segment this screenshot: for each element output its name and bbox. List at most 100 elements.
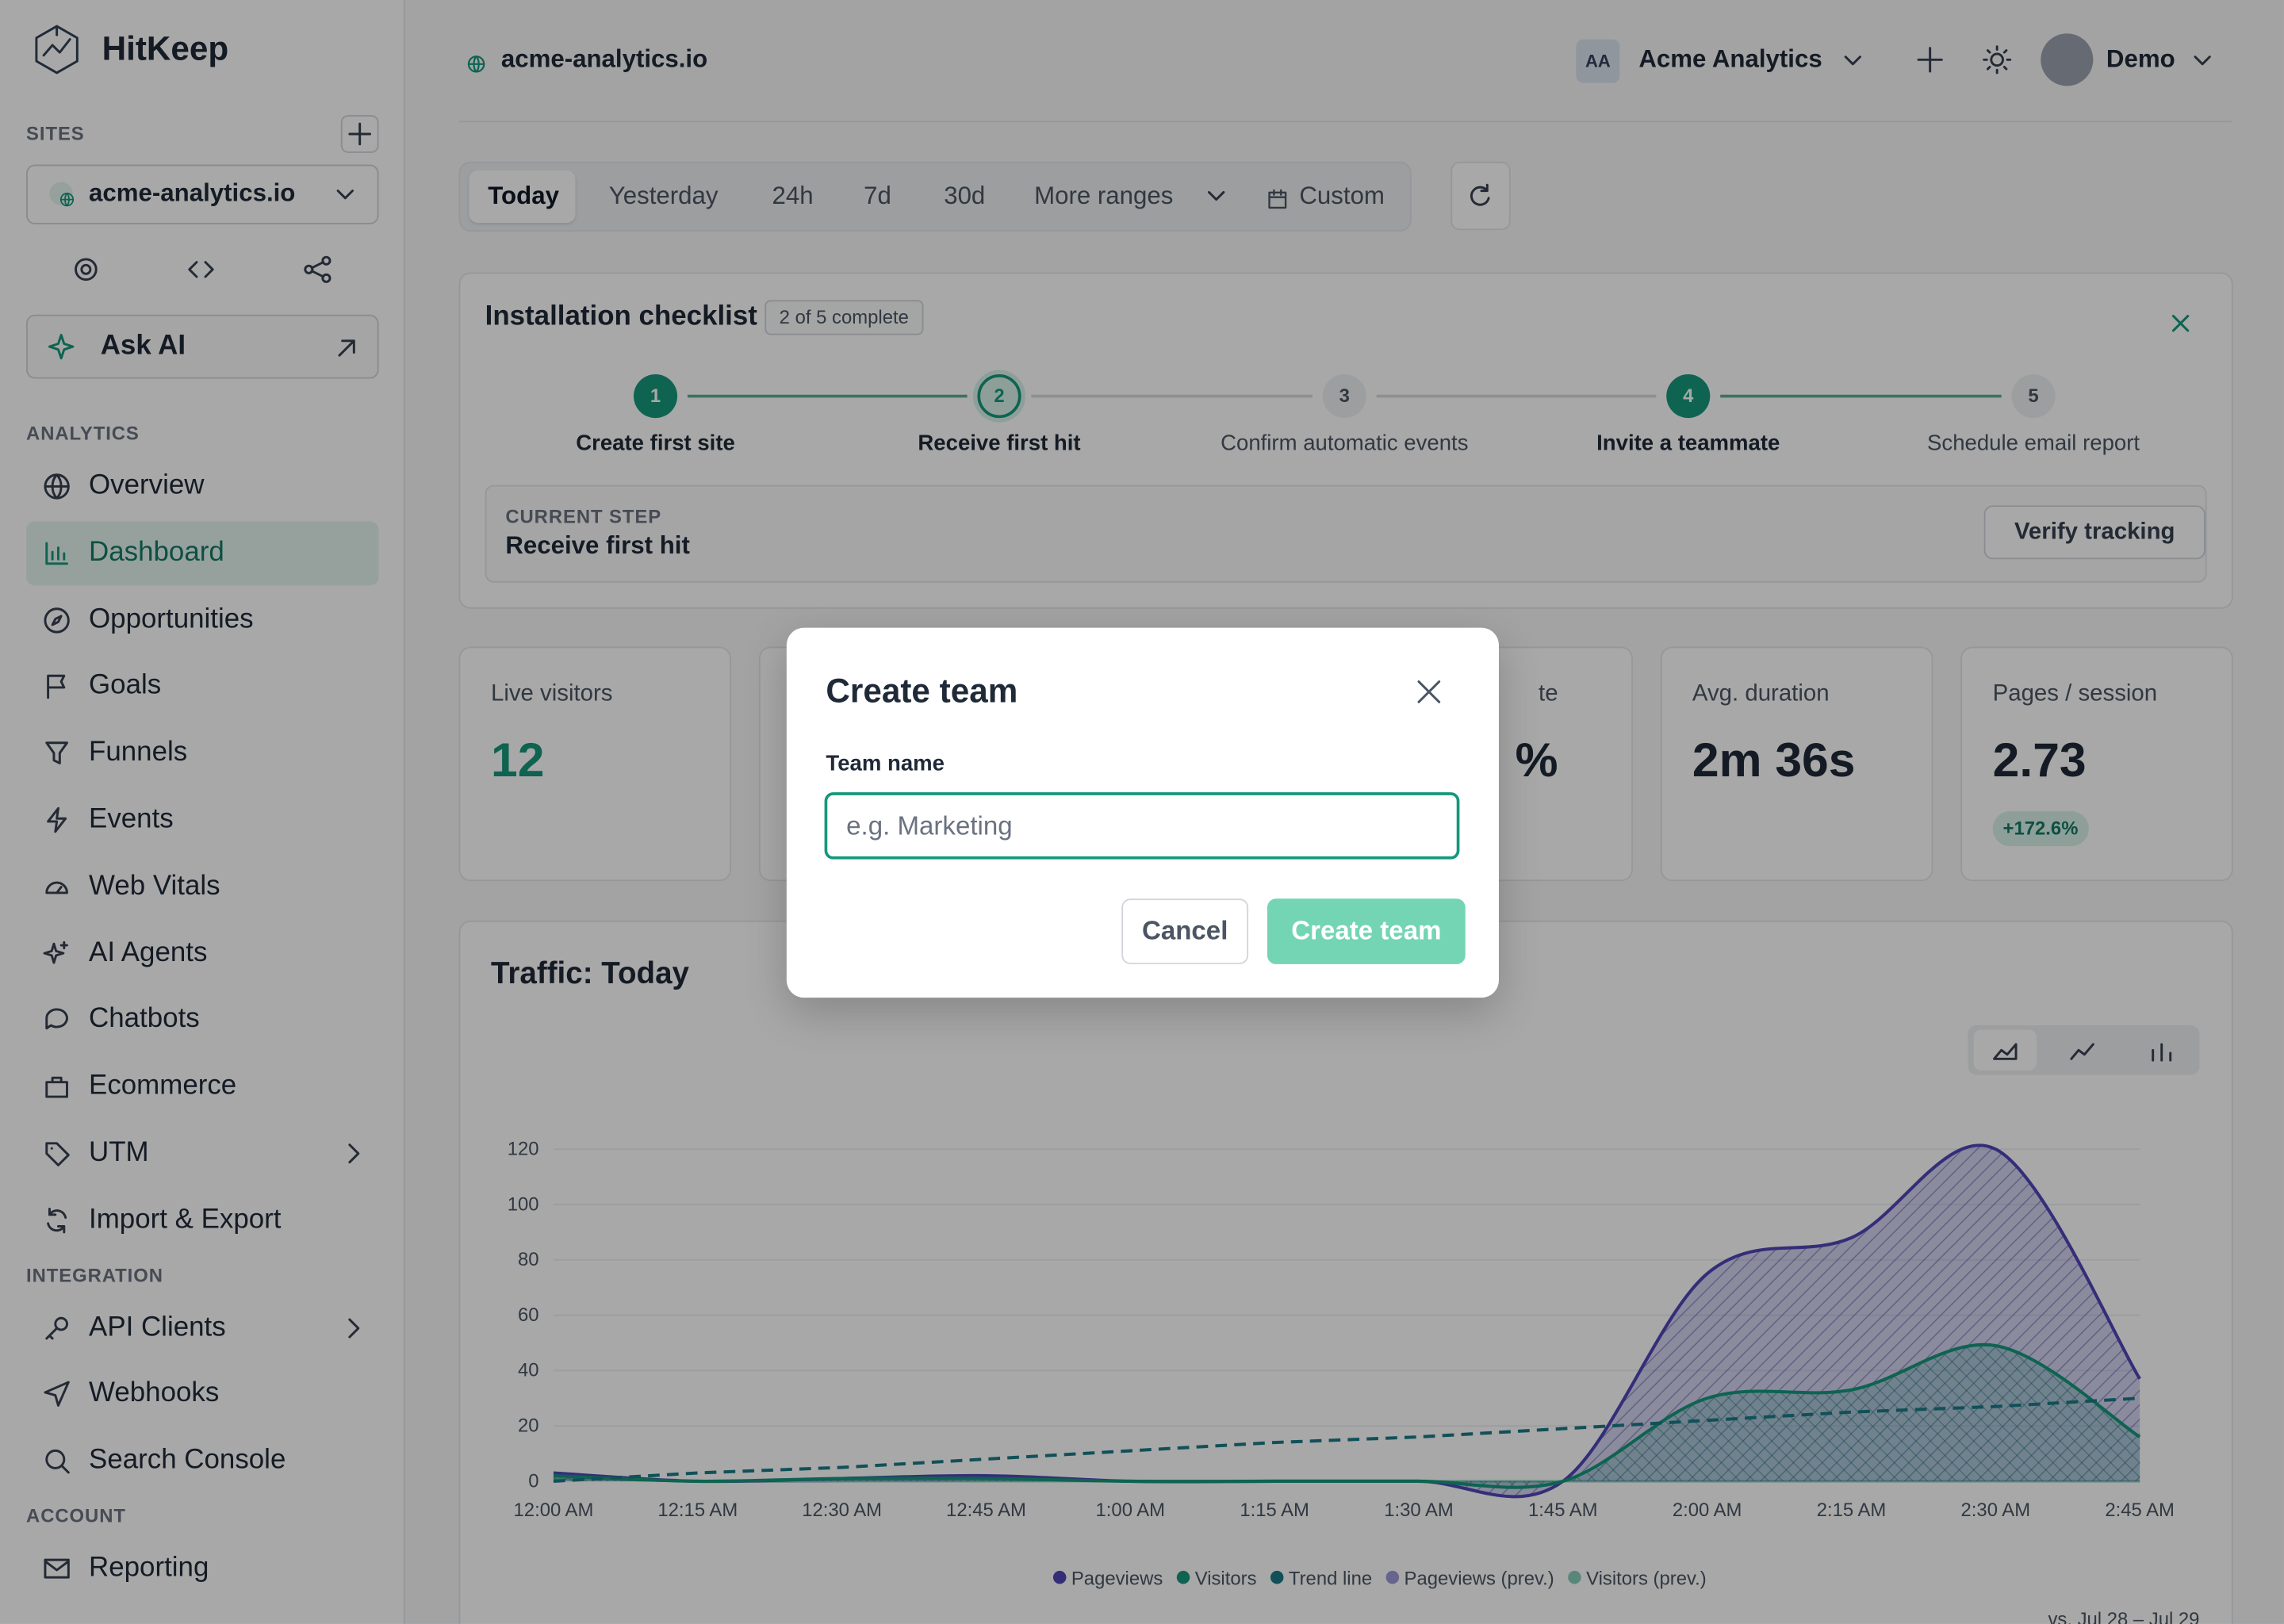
plus-icon — [1917, 47, 1943, 73]
nav-active — [26, 521, 379, 585]
org-name[interactable]: Acme Analytics — [1638, 44, 1822, 73]
add-site-button[interactable] — [340, 115, 379, 153]
range-active — [469, 170, 576, 224]
current-step-box — [485, 485, 2207, 583]
chevron — [336, 190, 354, 200]
nav-icon — [45, 1077, 68, 1098]
step-number: 5 — [2011, 374, 2056, 419]
range-option[interactable]: Today — [488, 182, 559, 210]
nav-item[interactable]: Web Vitals — [89, 870, 220, 902]
site-select[interactable] — [26, 164, 379, 224]
close-icon — [1417, 680, 1441, 703]
nav-item[interactable]: UTM — [89, 1137, 149, 1169]
nav-icon — [45, 1316, 68, 1339]
calendar-icon — [1268, 189, 1287, 209]
legend-label: Pageviews (prev.) — [1405, 1568, 1554, 1589]
nav-icon — [45, 1009, 68, 1030]
series-area — [553, 1344, 2140, 1488]
x-tick-label: 12:30 AM — [802, 1500, 882, 1521]
logo — [35, 25, 79, 75]
step-label: Invite a teammate — [1596, 431, 1780, 456]
section-label: INTEGRATION — [26, 1263, 163, 1286]
nav-item[interactable]: Overview — [89, 470, 205, 501]
nav-item[interactable]: Events — [89, 803, 174, 835]
y-tick-label: 60 — [518, 1304, 539, 1326]
x-tick-label: 1:30 AM — [1384, 1500, 1454, 1521]
verify-button[interactable]: Verify tracking — [1983, 505, 2205, 560]
modal-title: Create team — [826, 671, 1018, 710]
legend-label: Visitors — [1195, 1568, 1257, 1589]
range-option[interactable]: More ranges — [1034, 182, 1174, 210]
stat-label: te — [1539, 681, 1558, 707]
step-connector — [1376, 394, 1657, 398]
settings-icon — [75, 258, 98, 282]
x-tick-label: 12:45 AM — [946, 1500, 1026, 1521]
cancel-button[interactable]: Cancel — [1121, 898, 1249, 964]
brand: HitKeep — [102, 29, 229, 67]
team-name-input[interactable] — [824, 792, 1460, 860]
stat-label: Avg. duration — [1692, 681, 1830, 707]
step-number: 3 — [1322, 374, 1366, 419]
header-divider — [458, 121, 2232, 123]
legend-label: Pageviews — [1071, 1568, 1163, 1589]
field-label: Team name — [826, 751, 945, 776]
nav-icon — [44, 1381, 70, 1408]
range-option[interactable]: 7d — [864, 182, 891, 210]
nav-item[interactable]: Reporting — [89, 1552, 209, 1584]
nav-item[interactable]: Ecommerce — [89, 1071, 237, 1101]
range-option[interactable]: Custom — [1299, 182, 1385, 210]
nav-icon — [44, 1558, 70, 1579]
sun-icon — [1983, 45, 2012, 75]
nav-item[interactable]: Funnels — [89, 737, 188, 768]
nav-item[interactable]: API Clients — [89, 1312, 226, 1342]
range-option[interactable]: Yesterday — [608, 182, 719, 210]
nav-item[interactable]: Webhooks — [89, 1378, 220, 1409]
stat-label: Live visitors — [490, 681, 613, 707]
bar-icon — [2152, 1043, 2172, 1062]
chevron — [1208, 190, 1225, 201]
x-tick-label: 2:15 AM — [1817, 1500, 1887, 1521]
share-icon — [304, 255, 331, 283]
range-bar — [458, 161, 1412, 232]
chevron-right — [348, 1143, 360, 1164]
nav-item[interactable]: Opportunities — [89, 603, 254, 635]
user-name[interactable]: Demo — [2106, 44, 2175, 73]
x-tick-label: 1:15 AM — [1240, 1500, 1309, 1521]
nav-item[interactable]: Dashboard — [89, 537, 224, 568]
range-option[interactable]: 30d — [944, 182, 986, 210]
nav-item[interactable]: Chatbots — [89, 1004, 200, 1035]
refresh-button[interactable] — [1450, 161, 1511, 231]
x-tick-label: 12:00 AM — [514, 1500, 594, 1521]
close-icon — [2171, 315, 2190, 332]
chart-footnote: vs. Jul 28 – Jul 29 — [2048, 1609, 2199, 1624]
nav-icon — [45, 542, 68, 565]
nav-icon — [44, 473, 70, 500]
y-tick-label: 120 — [508, 1139, 539, 1160]
create-button[interactable]: Create team — [1267, 898, 1466, 964]
section-label: ACCOUNT — [26, 1504, 126, 1526]
chart-toggle-active[interactable] — [1973, 1029, 2037, 1071]
nav-item[interactable]: Goals — [89, 670, 162, 702]
external-icon — [338, 339, 355, 357]
nav-icon — [47, 675, 66, 699]
nav-item[interactable]: Search Console — [89, 1445, 286, 1476]
current-step: Receive first hit — [505, 531, 690, 560]
legend-marker — [1568, 1570, 1581, 1584]
range-option[interactable]: 24h — [772, 182, 814, 210]
input-placeholder: e.g. Marketing — [846, 811, 1013, 841]
stat-badge: +172.6% — [1992, 811, 2089, 847]
step-connector — [687, 394, 968, 398]
step-number: 1 — [633, 374, 678, 419]
nav-item[interactable]: AI Agents — [89, 937, 208, 968]
ask-ai-button[interactable] — [26, 314, 379, 379]
stat-value: 12 — [490, 732, 545, 787]
globe-icon — [59, 193, 75, 207]
step-number: 4 — [1666, 374, 1711, 419]
nav-item[interactable]: Import & Export — [89, 1204, 282, 1235]
code-icon — [188, 261, 214, 278]
y-tick-label: 100 — [508, 1193, 539, 1215]
sidebar — [0, 0, 405, 1624]
legend-marker — [1176, 1570, 1190, 1584]
y-tick-label: 0 — [528, 1470, 538, 1492]
